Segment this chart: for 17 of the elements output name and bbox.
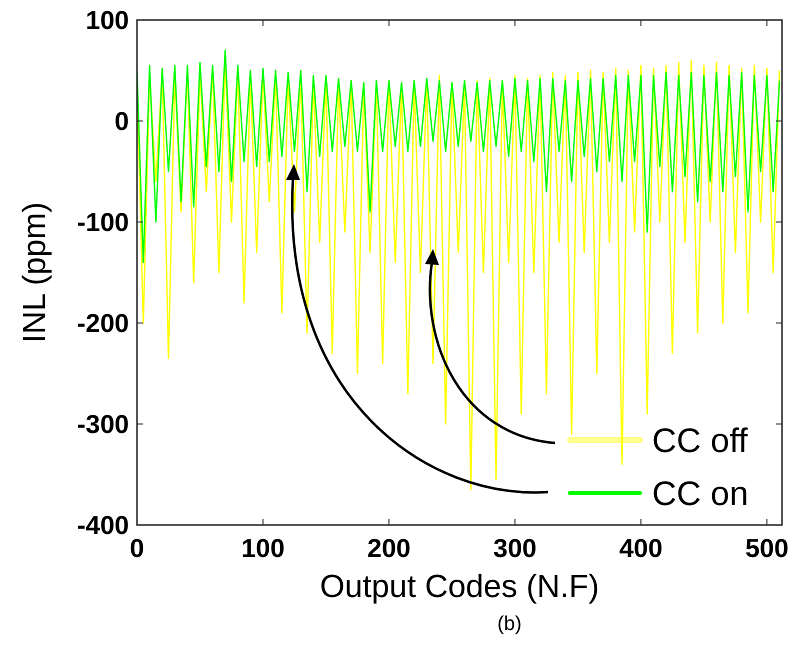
text: (b) — [497, 613, 522, 635]
y-tick-label: 100 — [86, 5, 129, 35]
y-tick-label: -400 — [76, 510, 129, 540]
line-series — [137, 50, 780, 264]
y-tick-label: -200 — [76, 308, 129, 338]
legend-label: CC on — [652, 475, 748, 513]
y-tick-label: -300 — [76, 409, 129, 439]
y-tick-label: -100 — [76, 207, 129, 237]
x-tick-label: 300 — [493, 533, 537, 563]
x-tick-label: 400 — [619, 533, 663, 563]
y-tick-label: 0 — [114, 106, 129, 136]
x-tick-label: 100 — [241, 533, 285, 563]
y-axis-title: INL (ppm) — [16, 202, 52, 344]
x-tick-label: 200 — [367, 533, 411, 563]
legend-label: CC off — [652, 422, 748, 460]
x-axis-title: Output Codes (N.F) — [320, 568, 600, 604]
x-tick-label: 500 — [745, 533, 789, 563]
